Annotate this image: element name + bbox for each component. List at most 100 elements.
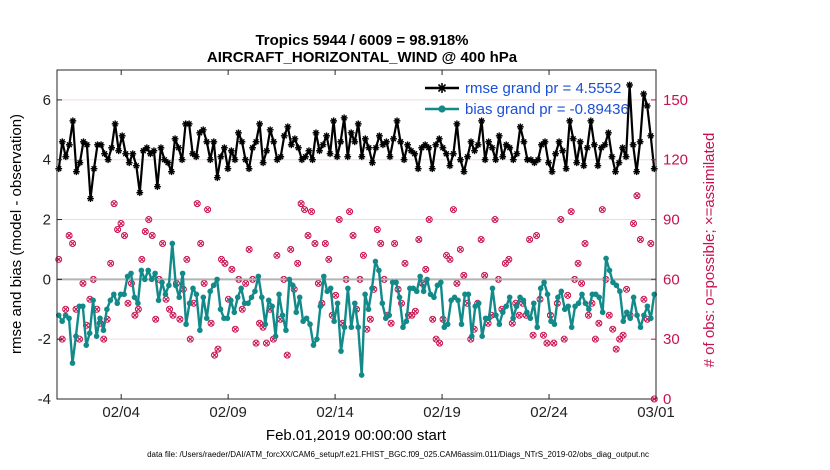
assimilated-point — [506, 256, 512, 263]
rmse-point — [111, 120, 119, 128]
bias-point — [148, 276, 155, 283]
bias-point — [214, 276, 220, 283]
possible-point — [391, 239, 399, 247]
assimilated-point — [301, 206, 308, 213]
assimilated-point — [333, 292, 339, 298]
rmse-point — [242, 156, 249, 164]
assimilated-point — [101, 336, 107, 342]
rmse-point — [647, 132, 655, 140]
rmse-point — [397, 138, 404, 146]
rmse-point — [354, 120, 362, 128]
bias-point — [355, 324, 362, 331]
possible-point — [616, 335, 624, 343]
assimilated-point — [135, 306, 141, 312]
possible-point — [446, 255, 454, 263]
rmse-point — [608, 153, 616, 161]
possible-point — [183, 255, 191, 263]
bias-point — [486, 315, 492, 322]
assimilated-point — [142, 228, 148, 235]
possible-point — [647, 239, 655, 247]
bias-point — [252, 288, 258, 295]
bias-point — [279, 312, 286, 319]
assimilated-point — [153, 316, 159, 322]
bias-point — [558, 288, 565, 295]
rmse-point — [270, 138, 278, 146]
bias-point — [334, 300, 341, 307]
assimilated-point — [437, 340, 443, 346]
assimilated-point — [243, 280, 249, 286]
possible-point — [591, 335, 599, 343]
bias-point — [555, 294, 561, 301]
rmse-point — [513, 150, 521, 158]
bias-point — [93, 333, 100, 339]
bias-point — [393, 279, 399, 286]
assimilated-point — [582, 240, 588, 247]
assimilated-point — [592, 336, 598, 342]
rmse-point — [432, 141, 440, 149]
bias-point — [596, 294, 602, 301]
assimilated-point — [208, 320, 214, 326]
footer-file-path: data file: /Users/raeder/DAI/ATM_forcXX/… — [147, 450, 649, 459]
assimilated-point — [139, 256, 145, 263]
bias-point — [379, 300, 386, 307]
rmse-point — [305, 147, 313, 155]
bias-point — [475, 300, 482, 307]
bias-point — [217, 306, 224, 313]
possible-point — [609, 325, 617, 333]
bias-point — [341, 324, 348, 331]
assimilated-point — [346, 208, 353, 215]
rmse-point — [291, 135, 299, 143]
bias-point — [293, 309, 300, 316]
bias-point — [644, 303, 651, 310]
assimilated-point — [454, 280, 460, 286]
assimilated-point — [378, 240, 384, 247]
rmse-point — [383, 138, 390, 146]
possible-point — [197, 239, 205, 247]
bias-point — [586, 306, 592, 313]
assimilated-point — [288, 246, 294, 253]
possible-point — [567, 208, 575, 216]
rmse-point — [559, 147, 567, 155]
rmse-point — [316, 147, 323, 155]
legend-rmse-marker — [437, 83, 447, 93]
assimilated-point — [222, 260, 228, 267]
bias-point — [534, 324, 541, 331]
bias-point — [500, 309, 506, 316]
bias-point — [121, 291, 127, 298]
possible-point — [636, 235, 644, 243]
rmse-point — [485, 138, 493, 146]
assimilated-point — [284, 352, 290, 358]
rmse-point — [594, 162, 602, 170]
rmse-point — [640, 90, 648, 98]
possible-point — [432, 335, 440, 343]
bias-point — [320, 273, 327, 280]
rmse-point — [175, 144, 182, 152]
assimilated-point — [118, 220, 124, 227]
y-right-tick-150: 150 — [663, 92, 688, 109]
assimilated-point — [482, 272, 488, 278]
assimilated-point — [315, 280, 322, 286]
bias-point — [551, 321, 558, 328]
assimilated-point — [59, 336, 65, 342]
rmse-point — [340, 114, 348, 122]
bias-point — [255, 273, 262, 280]
assimilated-point — [478, 236, 484, 243]
assimilated-point — [308, 208, 315, 215]
bias-point — [145, 267, 152, 274]
bias-point — [458, 321, 465, 328]
assimilated-point — [239, 306, 245, 312]
assimilated-point — [388, 320, 394, 326]
rmse-point — [629, 141, 637, 149]
assimilated-point — [402, 260, 408, 267]
possible-point — [262, 339, 270, 347]
assimilated-point — [530, 332, 536, 338]
assimilated-point — [637, 236, 644, 243]
bias-point — [86, 330, 93, 337]
bias-point — [386, 312, 393, 319]
rmse-point — [125, 159, 133, 167]
bias-point — [310, 342, 317, 348]
rmse-point — [65, 141, 73, 149]
rmse-point — [555, 138, 563, 146]
bias-point — [203, 315, 210, 322]
assimilated-point — [568, 208, 574, 215]
